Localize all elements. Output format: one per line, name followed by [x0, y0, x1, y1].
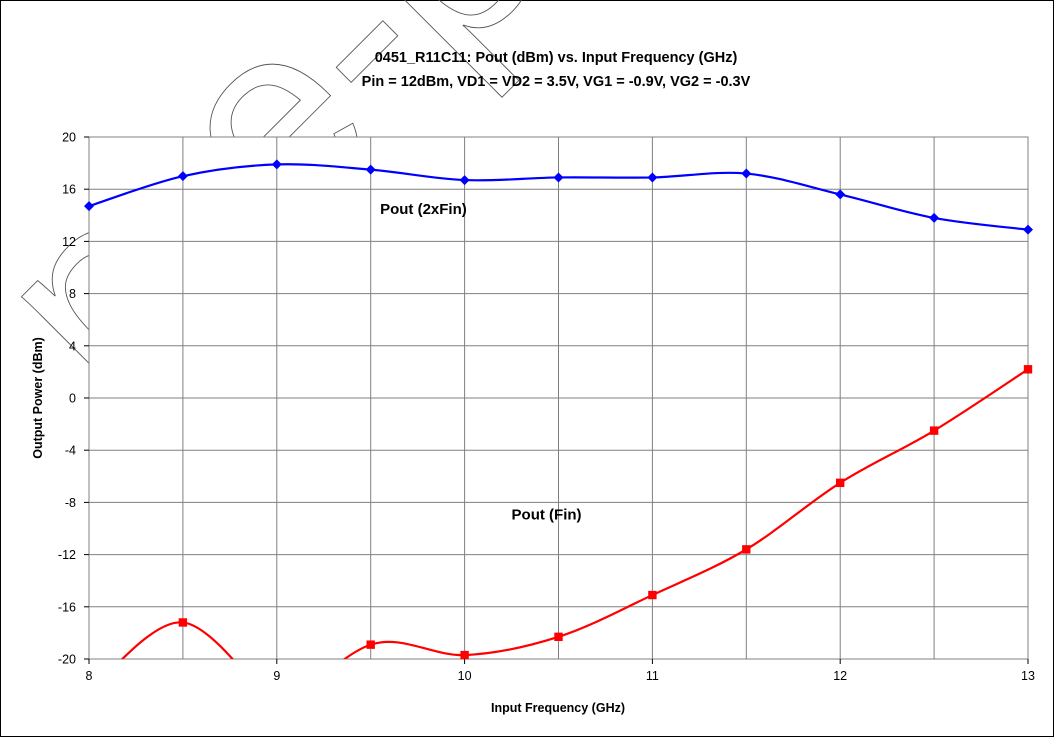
- series-annotation: Pout (2xFin): [380, 201, 467, 218]
- data-point: [648, 590, 657, 600]
- y-tick-label: 0: [69, 392, 76, 406]
- x-tick-label: 9: [273, 669, 280, 683]
- data-point: [742, 545, 751, 554]
- y-tick-label: -4: [65, 444, 76, 458]
- x-tick-label: 11: [646, 669, 659, 683]
- data-point: [84, 201, 94, 212]
- data-point: [459, 175, 470, 186]
- data-point: [929, 426, 939, 435]
- x-tick-label: 13: [1021, 669, 1035, 683]
- y-tick-label: 16: [62, 183, 76, 197]
- y-tick-label: -20: [58, 653, 76, 667]
- x-tick-label: 12: [833, 669, 847, 683]
- y-tick-label: 12: [62, 235, 76, 249]
- y-tick-label: 4: [69, 339, 76, 353]
- data-point: [929, 212, 940, 223]
- data-point: [647, 172, 658, 183]
- data-point: [554, 632, 563, 642]
- data-point: [1023, 365, 1033, 374]
- data-point: [1023, 224, 1033, 235]
- chart-title: 0451_R11C11: Pout (dBm) vs. Input Freque…: [375, 50, 738, 66]
- y-tick-label: -8: [65, 496, 76, 510]
- data-point: [177, 171, 188, 182]
- series-annotation: Pout (Fin): [512, 506, 582, 523]
- x-tick-label: 8: [86, 669, 93, 683]
- y-tick-label: -16: [58, 600, 76, 614]
- chart-subtitle: Pin = 12dBm, VD1 = VD2 = 3.5V, VG1 = -0.…: [362, 74, 751, 90]
- data-point: [460, 650, 469, 660]
- annotations: Pout (2xFin) Pout (Fin): [380, 201, 581, 523]
- y-tick-label: 8: [69, 287, 76, 301]
- x-axis-title: Input Frequency (GHz): [491, 701, 625, 715]
- data-point: [836, 478, 845, 488]
- series-2: [120, 365, 1033, 660]
- data-point: [835, 189, 846, 200]
- data-point: [365, 164, 376, 175]
- data-point: [366, 640, 375, 649]
- x-tick-label: 10: [458, 669, 472, 683]
- y-tick-label: -12: [58, 548, 76, 562]
- y-axis-title: Output Power (dBm): [31, 337, 45, 459]
- data-point: [271, 159, 282, 170]
- y-tick-label: 20: [62, 131, 76, 145]
- data-point: [741, 168, 752, 179]
- series-group: [84, 159, 1033, 660]
- axes: 20 16 12 8 4 0 -4 -8 -12 -16 -20 8 9 10 11 12 13: [58, 131, 1035, 684]
- series-1: [84, 159, 1033, 235]
- data-point: [178, 618, 188, 627]
- data-point: [553, 172, 564, 183]
